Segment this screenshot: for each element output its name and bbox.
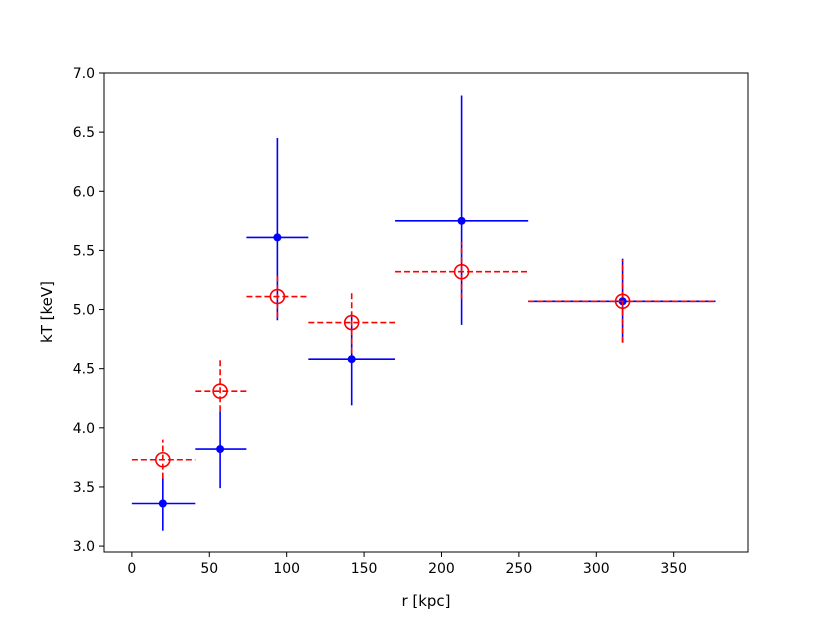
data-point [216,445,225,454]
y-tick-label: 4.5 [73,362,95,378]
series-2 [131,242,716,479]
x-tick-label: 0 [127,561,136,577]
y-axis-ticks: 3.0 3.5 4.0 4.5 5.0 5.5 6.0 6.5 7.0 [73,66,104,555]
data-point [343,314,360,331]
x-tick-label: 200 [428,561,455,577]
x-tick-label: 350 [660,561,687,577]
data-point [212,383,228,399]
x-tick-label: 100 [273,561,300,577]
plot-frame [103,72,749,553]
y-tick-label: 3.5 [73,480,95,496]
data-point [158,499,167,508]
y-tick-label: 5.5 [73,243,95,259]
y-tick-label: 6.0 [73,184,95,200]
x-tick-label: 300 [583,561,610,577]
y-tick-label: 7.0 [73,66,95,82]
y-axis-label: kT [keV] [38,281,56,343]
data-point [155,451,171,468]
y-tick-label: 4.0 [73,421,95,437]
x-axis-label: r [kpc] [401,592,450,610]
data-point [614,293,631,310]
x-tick-label: 250 [506,561,533,577]
x-axis-ticks: 0 50 100 150 200 250 300 350 [127,552,687,577]
data-point [269,288,286,305]
y-tick-label: 5.0 [73,303,95,319]
plot-background [104,73,748,552]
data-point [347,355,356,364]
data-point [453,263,470,280]
data-point [457,216,466,225]
x-tick-label: 150 [351,561,378,577]
x-tick-label: 50 [200,561,218,577]
data-marks [131,95,716,531]
data-point [273,233,282,242]
y-tick-label: 6.5 [73,125,95,141]
y-tick-label: 3.0 [73,539,95,555]
